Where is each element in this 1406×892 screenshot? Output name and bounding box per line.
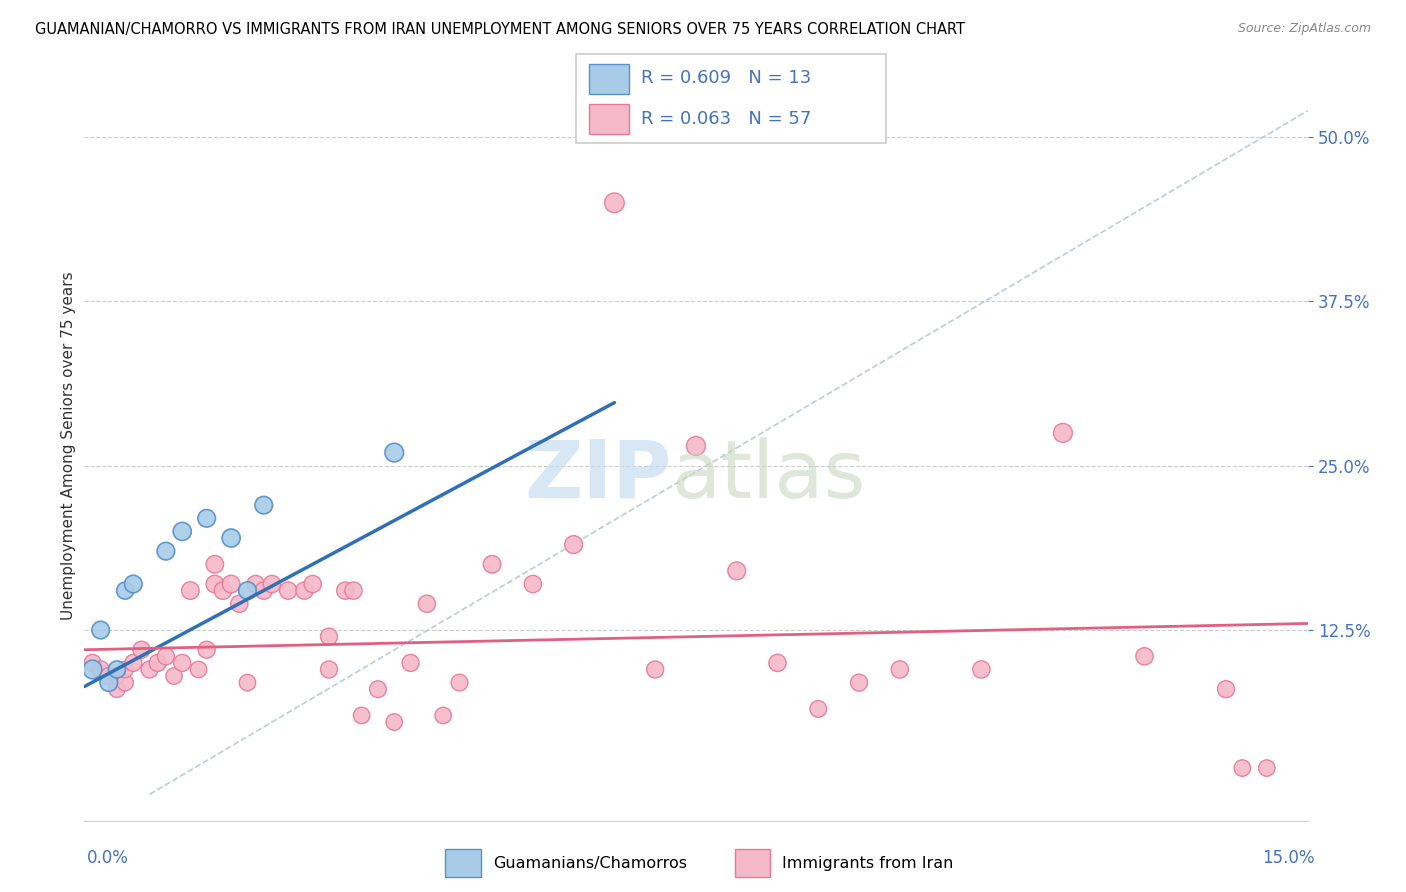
Point: [122, 656, 145, 670]
Point: [766, 656, 789, 670]
Point: [562, 538, 585, 552]
FancyBboxPatch shape: [576, 54, 886, 143]
Point: [146, 656, 169, 670]
Point: [1052, 425, 1074, 440]
Point: [807, 702, 830, 716]
Point: [90, 663, 112, 677]
Text: ZIP: ZIP: [524, 437, 672, 515]
Point: [253, 583, 276, 598]
Point: [172, 524, 194, 539]
Text: R = 0.609   N = 13: R = 0.609 N = 13: [641, 70, 811, 87]
Point: [382, 714, 405, 729]
Point: [236, 583, 259, 598]
Point: [253, 498, 276, 512]
Point: [449, 675, 471, 690]
Point: [335, 583, 357, 598]
Point: [1215, 682, 1237, 697]
Point: [105, 663, 128, 677]
Point: [1232, 761, 1254, 775]
Point: [294, 583, 316, 598]
Text: Source: ZipAtlas.com: Source: ZipAtlas.com: [1237, 22, 1371, 36]
Point: [318, 663, 340, 677]
Point: [204, 577, 226, 591]
Point: [212, 583, 235, 598]
Point: [603, 195, 626, 210]
Point: [301, 577, 323, 591]
Point: [122, 577, 145, 591]
Bar: [589, 104, 628, 134]
Point: [342, 583, 364, 598]
Point: [172, 656, 194, 670]
Bar: [589, 64, 628, 94]
Bar: [735, 849, 770, 877]
Point: [90, 623, 112, 637]
Point: [114, 663, 136, 677]
Point: [105, 669, 128, 683]
Point: [350, 708, 373, 723]
Point: [1256, 761, 1278, 775]
Point: [187, 663, 209, 677]
Point: [481, 558, 503, 572]
Point: [260, 577, 283, 591]
Text: Guamanians/Chamorros: Guamanians/Chamorros: [492, 855, 686, 871]
Point: [522, 577, 544, 591]
Text: GUAMANIAN/CHAMORRO VS IMMIGRANTS FROM IRAN UNEMPLOYMENT AMONG SENIORS OVER 75 YE: GUAMANIAN/CHAMORRO VS IMMIGRANTS FROM IR…: [35, 22, 965, 37]
Point: [155, 544, 177, 558]
Point: [1133, 649, 1156, 664]
Point: [277, 583, 299, 598]
Point: [131, 642, 153, 657]
Text: 15.0%: 15.0%: [1263, 849, 1315, 867]
Point: [195, 642, 218, 657]
Point: [195, 511, 218, 525]
Point: [432, 708, 454, 723]
Text: R = 0.063   N = 57: R = 0.063 N = 57: [641, 110, 811, 128]
Point: [382, 445, 405, 459]
Point: [725, 564, 748, 578]
Point: [82, 663, 104, 677]
Text: 0.0%: 0.0%: [87, 849, 129, 867]
Point: [138, 663, 160, 677]
Point: [416, 597, 439, 611]
Point: [367, 682, 389, 697]
Point: [155, 649, 177, 664]
Point: [82, 656, 104, 670]
Point: [179, 583, 201, 598]
Point: [97, 669, 120, 683]
Point: [228, 597, 250, 611]
Point: [399, 656, 422, 670]
Point: [105, 682, 128, 697]
Point: [97, 675, 120, 690]
Point: [219, 577, 242, 591]
Point: [114, 675, 136, 690]
Bar: [446, 849, 481, 877]
Text: Immigrants from Iran: Immigrants from Iran: [782, 855, 953, 871]
Point: [848, 675, 870, 690]
Point: [114, 583, 136, 598]
Point: [644, 663, 666, 677]
Point: [219, 531, 242, 545]
Point: [970, 663, 993, 677]
Text: atlas: atlas: [672, 437, 866, 515]
Point: [236, 675, 259, 690]
Point: [685, 439, 707, 453]
Point: [318, 630, 340, 644]
Point: [889, 663, 911, 677]
Y-axis label: Unemployment Among Seniors over 75 years: Unemployment Among Seniors over 75 years: [60, 272, 76, 620]
Point: [204, 558, 226, 572]
Point: [163, 669, 186, 683]
Point: [245, 577, 267, 591]
